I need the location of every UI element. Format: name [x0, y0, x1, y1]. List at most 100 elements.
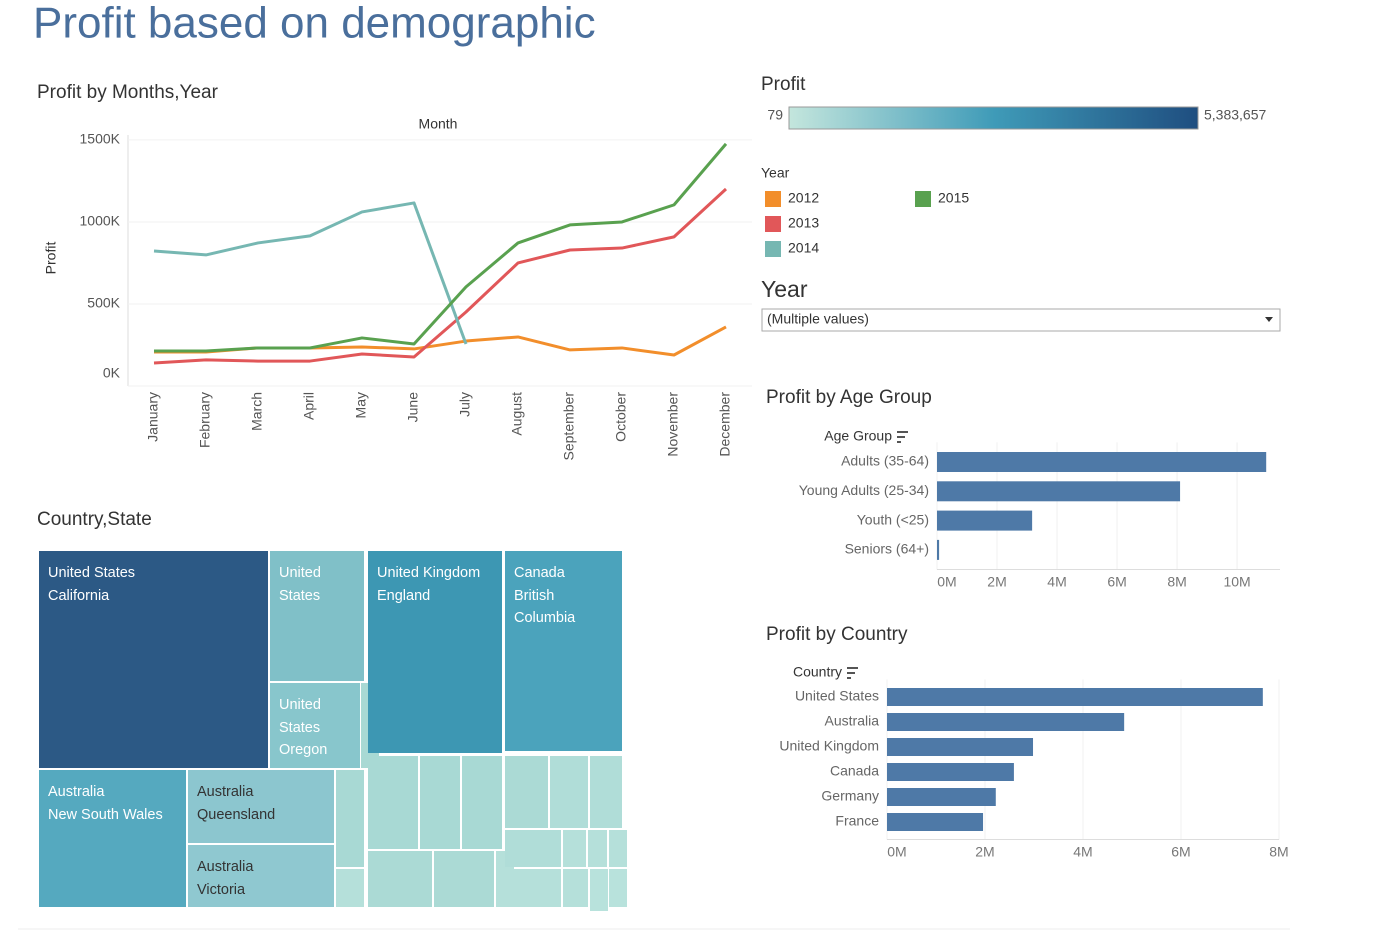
- treemap-tile[interactable]: [590, 889, 608, 911]
- treemap-tile[interactable]: [609, 830, 627, 867]
- x-tick-label: 2M: [975, 844, 994, 860]
- tile-state: Oregon: [279, 742, 328, 758]
- treemap-tile[interactable]: Australia Victoria: [188, 845, 334, 907]
- legend-max: 5,383,657: [1204, 107, 1266, 123]
- filter-title: Year: [761, 276, 808, 302]
- x-tick-label: December: [717, 392, 733, 457]
- x-tick-label: 4M: [1047, 574, 1066, 590]
- legend-label: 2013: [788, 215, 819, 231]
- legend-label: 2015: [938, 190, 969, 206]
- tile-country: Australia: [48, 784, 105, 800]
- x-tick-label: June: [405, 392, 421, 423]
- x-tick-label: 6M: [1107, 574, 1126, 590]
- bar: [887, 713, 1125, 731]
- y-tick-label: United Kingdom: [779, 738, 879, 754]
- treemap-tile[interactable]: Australia Queensland: [188, 770, 334, 843]
- bar: [937, 481, 1181, 502]
- chart-title: Profit by Months,Year: [37, 82, 219, 103]
- x-tick-label: 8M: [1269, 844, 1288, 860]
- treemap-tile[interactable]: [609, 869, 627, 907]
- line-series: [154, 142, 728, 353]
- filter-dropdown[interactable]: [761, 308, 1281, 332]
- bar: [887, 688, 1263, 706]
- treemap-tile[interactable]: United States: [270, 551, 364, 681]
- treemap-tile[interactable]: [505, 756, 548, 828]
- x-tick-label: August: [509, 392, 525, 436]
- tile-country: United Kingdom: [377, 565, 481, 581]
- filter-value[interactable]: (Multiple values): [767, 311, 869, 327]
- x-tick-label: 0M: [937, 574, 956, 590]
- y-tick-label: 1500K: [80, 131, 121, 147]
- treemap-tile[interactable]: [588, 830, 607, 867]
- legend-title: Profit: [761, 74, 806, 95]
- treemap-tile[interactable]: [434, 851, 494, 907]
- treemap-tile[interactable]: [550, 756, 588, 828]
- y-tick-label: Germany: [821, 788, 879, 804]
- x-tick-label: 8M: [1167, 574, 1186, 590]
- treemap-tile[interactable]: Canada British Columbia: [505, 551, 622, 751]
- treemap-tile[interactable]: United States Oregon: [270, 683, 360, 768]
- tile-country: United States: [48, 565, 136, 581]
- y-tick-label: 500K: [87, 295, 120, 311]
- y-tick-label: Canada: [830, 763, 879, 779]
- chart-title: Profit by Country: [766, 624, 908, 645]
- treemap-tile[interactable]: [590, 869, 608, 891]
- x-tick-label: 2M: [987, 574, 1006, 590]
- y-tick-label: Youth (<25): [857, 511, 929, 527]
- chart-title: Country,State: [37, 509, 152, 530]
- line-series: [153, 187, 728, 365]
- bar: [887, 788, 996, 806]
- x-tick-label: 10M: [1223, 574, 1250, 590]
- treemap-tile[interactable]: [368, 851, 432, 907]
- y-tick-label: United States: [795, 688, 879, 704]
- tile-country: Australia: [197, 784, 254, 800]
- x-tick-label: September: [561, 392, 577, 461]
- x-tick-label: 4M: [1073, 844, 1092, 860]
- bar: [887, 738, 1034, 756]
- treemap-tile[interactable]: United States California: [39, 551, 268, 768]
- chart-title: Profit by Age Group: [766, 387, 932, 408]
- x-tick-label: February: [197, 392, 213, 448]
- tile-country: United States: [279, 565, 321, 604]
- legend-label: 2014: [788, 240, 819, 256]
- y-tick-label: 0K: [103, 365, 121, 381]
- color-legend-bar: [788, 106, 1199, 130]
- treemap-tile[interactable]: United Kingdom England: [368, 551, 502, 753]
- x-tick-label: April: [301, 392, 317, 420]
- treemap-tile[interactable]: [462, 756, 502, 849]
- sort-icon: [897, 431, 908, 443]
- treemap-tile[interactable]: [336, 770, 364, 867]
- treemap-tile[interactable]: [563, 869, 588, 907]
- tile-state: British Columbia: [514, 587, 576, 627]
- treemap-tile[interactable]: [590, 756, 622, 828]
- tile-state: New South Wales: [48, 806, 163, 823]
- line-series: [153, 201, 468, 345]
- treemap-tile[interactable]: [505, 869, 561, 907]
- treemap-tile[interactable]: [420, 756, 460, 849]
- tile-state: California: [48, 587, 110, 604]
- legend-min: 79: [767, 107, 783, 123]
- bar: [937, 452, 1267, 472]
- sort-icon: [847, 667, 858, 679]
- treemap-tile[interactable]: [336, 869, 364, 907]
- axis-header: Country: [793, 664, 842, 680]
- x-tick-label: March: [249, 392, 265, 431]
- legend-swatch: [765, 241, 781, 257]
- treemap-tile[interactable]: Australia New South Wales: [39, 770, 186, 907]
- treemap-tile[interactable]: [505, 830, 561, 867]
- treemap-tile[interactable]: [563, 830, 586, 867]
- treemap-tile[interactable]: [368, 756, 418, 849]
- x-axis-title: Month: [419, 116, 458, 132]
- y-tick-label: 1000K: [80, 213, 121, 229]
- x-tick-label: January: [145, 392, 161, 442]
- x-tick-label: November: [665, 392, 681, 457]
- tile-country: Australia: [197, 859, 254, 875]
- x-tick-label: October: [613, 392, 629, 442]
- tile-state: Victoria: [197, 881, 246, 898]
- tile-state: England: [377, 587, 431, 604]
- x-tick-label: May: [353, 392, 369, 418]
- tile-country: United States: [279, 697, 321, 736]
- bar: [887, 763, 1014, 781]
